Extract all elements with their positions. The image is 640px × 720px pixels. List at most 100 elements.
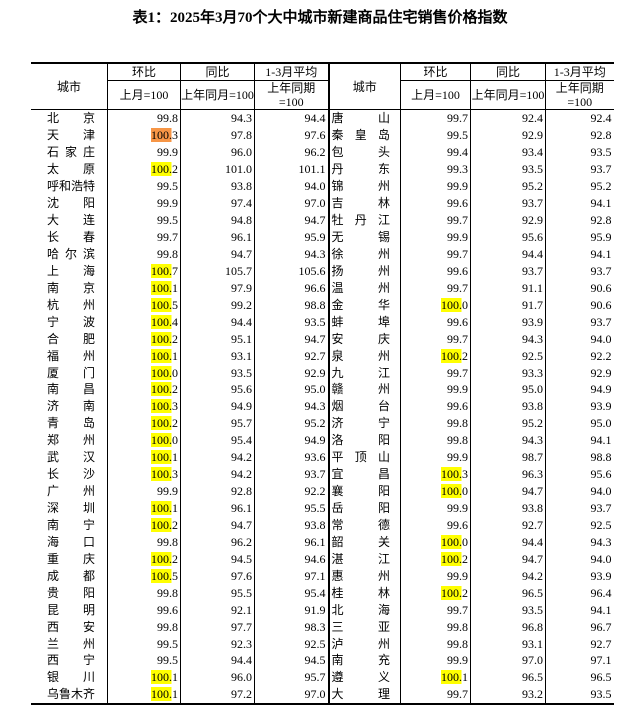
cell-mom: 99.8 xyxy=(107,109,182,127)
cell-mom: 100.1 xyxy=(107,685,182,704)
highlighted-value: 100.2 xyxy=(151,551,179,566)
value: 95.5 xyxy=(304,501,326,516)
city-name: 秦皇岛 xyxy=(328,126,402,144)
highlighted-value: 100.2 xyxy=(151,416,179,431)
table-row: 南 昌 100.2 95.6 95.0 赣 州 99.9 95.0 94.9 xyxy=(31,381,614,398)
cell-avg: 105.6 xyxy=(254,262,330,280)
cell-yoy: 105.7 xyxy=(180,262,256,280)
value: 93.1 xyxy=(231,348,253,363)
value: 93.8 xyxy=(522,501,544,516)
cell-yoy: 95.6 xyxy=(180,381,256,398)
highlighted-value: 100.2 xyxy=(151,517,179,532)
value: 96.1 xyxy=(231,501,253,516)
cell-avg: 93.7 xyxy=(546,262,614,279)
value: 96.1 xyxy=(231,230,253,245)
cell-yoy: 97.8 xyxy=(180,126,256,144)
table-row: 昆 明 99.6 92.1 91.9 北 海 99.7 93.5 94.1 xyxy=(31,601,614,619)
cell-mom: 99.6 xyxy=(400,313,472,331)
city-name: 长 沙 xyxy=(31,465,109,483)
city-name: 呼和浩特 xyxy=(31,177,109,195)
value: 99.3 xyxy=(447,162,469,177)
cell-avg: 97.1 xyxy=(546,652,614,669)
city-name: 襄 阳 xyxy=(328,482,402,500)
value: 94.7 xyxy=(231,246,253,261)
table-row: 济 南 100.3 94.9 94.3 烟 台 99.6 93.8 93.9 xyxy=(31,397,614,415)
cell-yoy: 94.8 xyxy=(180,211,256,229)
table-row: 福 州 100.1 93.1 92.7 泉 州 100.2 92.5 92.2 xyxy=(31,347,614,365)
cell-yoy: 95.2 xyxy=(470,177,547,195)
cell-mom: 100.2 xyxy=(400,347,472,365)
cell-yoy: 94.4 xyxy=(180,652,256,669)
highlighted-value: 100.3 xyxy=(441,467,469,482)
value: 95.6 xyxy=(522,230,544,245)
table-row: 南 宁 100.2 94.7 93.8 常 德 99.6 92.7 92.5 xyxy=(31,516,614,534)
cell-avg: 92.2 xyxy=(546,347,614,364)
value: 94.5 xyxy=(304,653,326,668)
value: 93.7 xyxy=(304,467,326,482)
cell-avg: 95.9 xyxy=(254,228,330,246)
value: 93.9 xyxy=(590,399,612,414)
cell-avg: 93.8 xyxy=(254,516,330,534)
cell-mom: 99.9 xyxy=(400,448,472,466)
value: 99.8 xyxy=(157,246,179,261)
cell-mom: 99.6 xyxy=(400,194,472,212)
value: 93.6 xyxy=(304,450,326,465)
highlighted-value: 100.0 xyxy=(151,433,179,448)
cell-avg: 92.9 xyxy=(254,364,330,381)
value: 96.0 xyxy=(231,145,253,160)
value: 92.9 xyxy=(590,365,612,380)
cell-yoy: 92.4 xyxy=(470,109,547,127)
value: 96.2 xyxy=(304,145,326,160)
value: 92.4 xyxy=(590,111,612,126)
value: 98.8 xyxy=(304,297,326,312)
value: 94.1 xyxy=(590,602,612,617)
city-name: 青 岛 xyxy=(31,414,109,432)
city-name: 昆 明 xyxy=(31,601,109,619)
cell-avg: 92.8 xyxy=(546,127,614,144)
value: 92.9 xyxy=(522,128,544,143)
value: 96.5 xyxy=(590,670,612,685)
cell-avg: 92.7 xyxy=(254,347,330,365)
value: 99.8 xyxy=(447,416,469,431)
cell-mom: 100.1 xyxy=(107,668,182,686)
cell-mom: 99.5 xyxy=(107,652,182,669)
cell-yoy: 94.7 xyxy=(180,245,256,263)
cell-mom: 99.9 xyxy=(107,194,182,212)
cell-mom: 100.0 xyxy=(400,482,472,500)
value: 93.9 xyxy=(590,568,612,583)
value: 95.0 xyxy=(522,382,544,397)
value: 94.0 xyxy=(590,551,612,566)
value: 94.7 xyxy=(304,331,326,346)
city-name: 石家庄 xyxy=(31,143,109,161)
cell-avg: 95.6 xyxy=(546,466,614,483)
city-name: 赣 州 xyxy=(328,381,402,398)
value: 92.8 xyxy=(590,213,612,228)
city-name: 南 充 xyxy=(328,652,402,669)
value: 97.2 xyxy=(231,687,253,702)
cell-avg: 94.9 xyxy=(254,431,330,449)
cell-avg: 96.7 xyxy=(546,618,614,635)
cell-yoy: 93.2 xyxy=(470,685,547,704)
value: 99.8 xyxy=(447,636,469,651)
city-name: 桂 林 xyxy=(328,584,402,602)
cell-yoy: 95.0 xyxy=(470,381,547,398)
value: 93.7 xyxy=(590,263,612,278)
city-name: 武 汉 xyxy=(31,448,109,466)
city-name: 杭 州 xyxy=(31,296,109,314)
city-name: 西 宁 xyxy=(31,652,109,669)
table-row: 天 津 100.3 97.8 97.6 秦皇岛 99.5 92.9 92.8 xyxy=(31,126,614,144)
city-name: 哈尔滨 xyxy=(31,245,109,263)
table-row: 贵 阳 99.8 95.5 95.4 桂 林 100.2 96.5 96.4 xyxy=(31,584,614,602)
value: 92.2 xyxy=(304,484,326,499)
value: 95.5 xyxy=(231,585,253,600)
cell-yoy: 93.9 xyxy=(470,313,547,331)
value: 94.0 xyxy=(590,331,612,346)
table-row: 广 州 99.9 92.8 92.2 襄 阳 100.0 94.7 94.0 xyxy=(31,482,614,500)
highlighted-value: 100.4 xyxy=(151,314,179,329)
table-row: 合 肥 100.2 95.1 94.7 安 庆 99.7 94.3 94.0 xyxy=(31,330,614,348)
value: 94.2 xyxy=(522,568,544,583)
value: 93.7 xyxy=(590,501,612,516)
highlighted-value: 100.2 xyxy=(441,551,469,566)
cell-yoy: 93.1 xyxy=(180,347,256,365)
table-row: 宁 波 100.4 94.4 93.5 蚌 埠 99.6 93.9 93.7 xyxy=(31,313,614,331)
